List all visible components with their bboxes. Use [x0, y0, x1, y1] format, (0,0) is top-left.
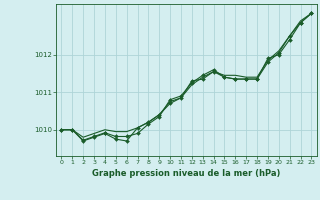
- X-axis label: Graphe pression niveau de la mer (hPa): Graphe pression niveau de la mer (hPa): [92, 169, 281, 178]
